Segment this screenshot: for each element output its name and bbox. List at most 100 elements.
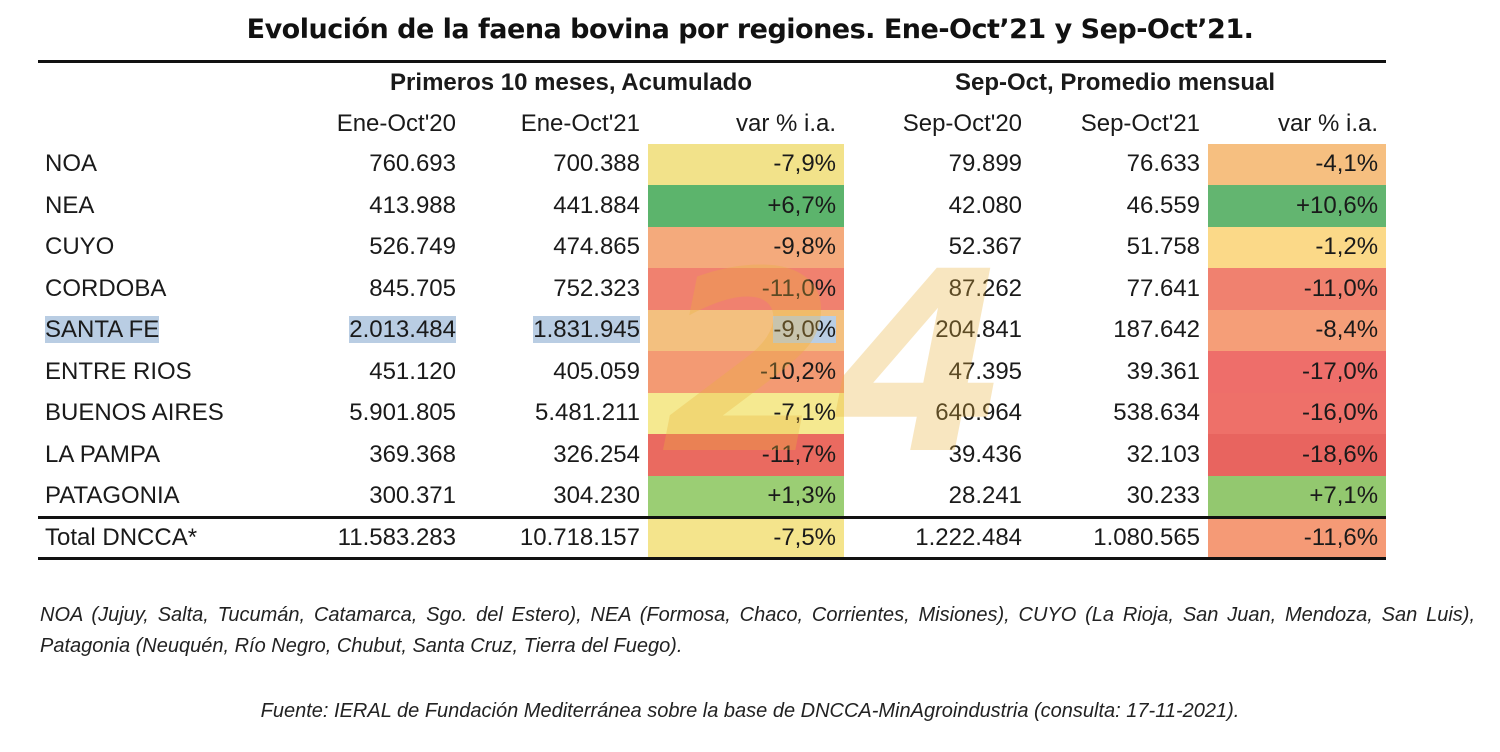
variation-value: +6,7% [767, 191, 837, 219]
variation-cell: -8,4% [1208, 309, 1387, 351]
variation-cell: -1,2% [1208, 226, 1387, 268]
value-cell: 87.262 [844, 268, 1030, 310]
cell-value: 46.559 [1126, 191, 1201, 219]
source-note: Fuente: IERAL de Fundación Mediterránea … [260, 700, 1240, 722]
value-cell: 405.059 [464, 351, 648, 393]
value-cell: 300.371 [298, 476, 464, 518]
cell-value: 1.831.945 [533, 316, 640, 344]
value-cell: 1.222.484 [844, 515, 1031, 560]
cell-value: 845.705 [369, 274, 456, 302]
region-label: NEA [45, 191, 95, 219]
value-cell: 39.361 [1030, 351, 1208, 393]
variation-cell: -7,9% [648, 143, 845, 185]
variation-value: -11,0% [1303, 274, 1379, 302]
value-cell: 326.254 [464, 434, 648, 476]
variation-cell: -10,2% [648, 351, 845, 393]
column-header: Ene-Oct'20 [336, 109, 456, 137]
cell-value: 304.230 [553, 481, 640, 509]
cell-value: 5.481.211 [535, 399, 640, 427]
value-cell: 42.080 [844, 185, 1030, 227]
value-cell: 526.749 [298, 227, 464, 269]
cell-value: 28.241 [948, 481, 1023, 509]
region-label: BUENOS AIRES [45, 399, 224, 427]
variation-cell: -17,0% [1208, 351, 1387, 393]
cell-value: 405.059 [553, 357, 640, 385]
variation-cell: -4,1% [1208, 143, 1387, 185]
variation-cell: -18,6% [1208, 434, 1387, 476]
cell-value: 52.367 [948, 233, 1023, 261]
region-cell: PATAGONIA [38, 476, 298, 518]
variation-cell: +1,3% [648, 475, 845, 517]
value-cell: 51.758 [1030, 227, 1208, 269]
value-cell: 77.641 [1030, 268, 1208, 310]
value-cell: 441.884 [464, 185, 648, 227]
value-cell: 32.103 [1030, 434, 1208, 476]
cell-value: 30.233 [1126, 481, 1201, 509]
region-label: LA PAMPA [45, 440, 161, 468]
cell-value: 39.436 [948, 440, 1023, 468]
cell-value: 77.641 [1126, 274, 1201, 302]
variation-value: -4,1% [1315, 150, 1379, 178]
variation-value: -18,6% [1302, 440, 1379, 468]
value-cell: 451.120 [298, 351, 464, 393]
cell-value: 300.371 [369, 481, 456, 509]
variation-cell: -9,0% [648, 309, 845, 351]
variation-value: -11,0% [761, 274, 837, 302]
variation-value: -16,0% [1302, 399, 1379, 427]
value-cell: 187.642 [1030, 310, 1208, 352]
group-header-monthly-average: Sep-Oct, Promedio mensual [844, 60, 1387, 104]
column-header: var % i.a. [736, 109, 837, 137]
region-label: PATAGONIA [45, 481, 180, 509]
cell-value: 526.749 [369, 233, 456, 261]
region-cell: Total DNCCA* [38, 515, 298, 560]
region-cell: CUYO [38, 227, 298, 269]
value-cell: 52.367 [844, 227, 1030, 269]
table-row: LA PAMPA 369.368 326.254 -11,7% 39.436 32.103… [38, 434, 1387, 476]
value-cell: 845.705 [298, 268, 464, 310]
region-label: ENTRE RIOS [45, 357, 192, 385]
value-cell: 39.436 [844, 434, 1030, 476]
variation-value: -17,0% [1302, 357, 1379, 385]
table-row: CUYO 526.749 474.865 -9,8% 52.367 51.758 -1,2% [38, 226, 1387, 269]
cell-value: 474.865 [553, 233, 640, 261]
cell-value: 700.388 [553, 150, 640, 178]
cell-value: 1.222.484 [915, 523, 1023, 551]
value-cell: 11.583.283 [298, 515, 464, 560]
table-row: PATAGONIA 300.371 304.230 +1,3% 28.241 30.233… [38, 475, 1387, 518]
variation-cell: -7,5% [648, 515, 845, 560]
region-cell: ENTRE RIOS [38, 351, 298, 393]
cell-value: 752.323 [553, 274, 640, 302]
variation-cell: +10,6% [1208, 185, 1387, 227]
column-header: Ene-Oct'21 [520, 109, 640, 137]
faena-table: Primeros 10 meses, Acumulado Sep-Oct, Pr… [38, 60, 1387, 560]
variation-value: -9,8% [773, 233, 837, 261]
table-row: NEA 413.988 441.884 +6,7% 42.080 46.559 +10,6% [38, 185, 1387, 227]
value-cell: 369.368 [298, 434, 464, 476]
value-cell: 204.841 [844, 310, 1030, 352]
value-cell: 76.633 [1030, 144, 1208, 186]
region-cell: CORDOBA [38, 268, 298, 310]
region-cell: NOA [38, 144, 298, 186]
cell-value: 441.884 [553, 191, 640, 219]
region-label: NOA [45, 150, 98, 178]
region-label: Total DNCCA* [45, 523, 198, 551]
value-cell: 413.988 [298, 185, 464, 227]
value-cell: 47.395 [844, 351, 1030, 393]
value-cell: 1.080.565 [1030, 515, 1209, 560]
variation-cell: -11,7% [648, 434, 845, 476]
variation-cell: +6,7% [648, 185, 845, 227]
cell-value: 32.103 [1126, 440, 1201, 468]
value-cell: 30.233 [1030, 476, 1208, 518]
variation-value: -9,0% [773, 316, 837, 344]
table-row: CORDOBA 845.705 752.323 -11,0% 87.262 77.641 -… [38, 268, 1387, 310]
region-label: CORDOBA [45, 274, 167, 302]
value-cell: 752.323 [464, 268, 648, 310]
variation-value: -7,9% [773, 150, 837, 178]
cell-value: 42.080 [948, 191, 1023, 219]
region-label: SANTA FE [45, 316, 160, 344]
variation-cell: +7,1% [1208, 475, 1387, 517]
value-cell: 28.241 [844, 476, 1030, 518]
variation-value: -7,5% [773, 523, 837, 551]
column-header: Sep-Oct'21 [1080, 109, 1201, 137]
cell-value: 1.080.565 [1093, 523, 1201, 551]
